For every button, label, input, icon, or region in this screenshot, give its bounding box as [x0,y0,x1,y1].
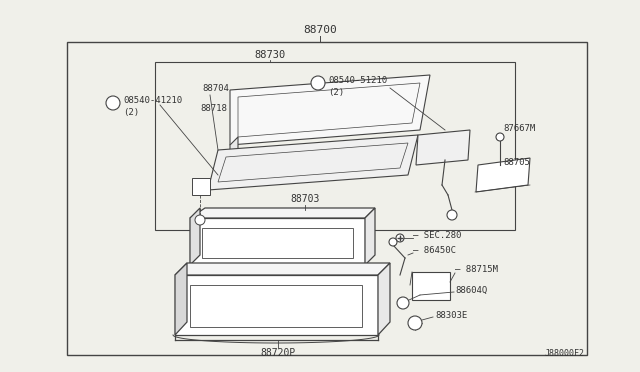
Text: — 88715M: — 88715M [455,266,498,275]
Text: — 86450C: — 86450C [413,246,456,254]
Polygon shape [208,135,418,190]
Polygon shape [175,263,390,275]
Text: 08540-41210: 08540-41210 [123,96,182,105]
Polygon shape [412,272,450,300]
Text: 88303E: 88303E [435,311,467,320]
Text: 88718: 88718 [200,103,227,112]
Text: 88730: 88730 [254,50,285,60]
Text: 88604Q: 88604Q [455,285,487,295]
Polygon shape [230,137,238,163]
Polygon shape [190,208,375,218]
Polygon shape [190,208,200,265]
Circle shape [195,215,205,225]
Text: 88704: 88704 [202,83,229,93]
Text: 88720P: 88720P [260,348,296,358]
Text: 08540-51210: 08540-51210 [328,76,387,84]
Text: — SEC.280: — SEC.280 [413,231,461,240]
Text: (2): (2) [123,108,139,116]
Polygon shape [365,208,375,265]
Circle shape [408,316,422,330]
Circle shape [389,238,397,246]
Circle shape [106,96,120,110]
Text: S: S [316,78,320,87]
Text: (2): (2) [328,87,344,96]
Circle shape [311,76,325,90]
Text: 88700: 88700 [303,25,337,35]
Text: 87667M: 87667M [503,124,535,132]
Bar [67,42,587,355]
Polygon shape [175,263,187,335]
Polygon shape [190,218,365,265]
Polygon shape [416,130,470,165]
Circle shape [396,234,404,242]
Polygon shape [175,275,378,335]
Text: 88703: 88703 [291,194,320,204]
Bar [155,62,515,230]
Polygon shape [378,263,390,335]
Polygon shape [230,75,430,145]
Polygon shape [192,178,210,195]
Text: S: S [111,99,115,108]
Text: J88000F2: J88000F2 [545,349,585,358]
Text: 88705: 88705 [503,157,530,167]
Circle shape [496,133,504,141]
Circle shape [447,210,457,220]
Polygon shape [476,158,530,192]
Circle shape [397,297,409,309]
